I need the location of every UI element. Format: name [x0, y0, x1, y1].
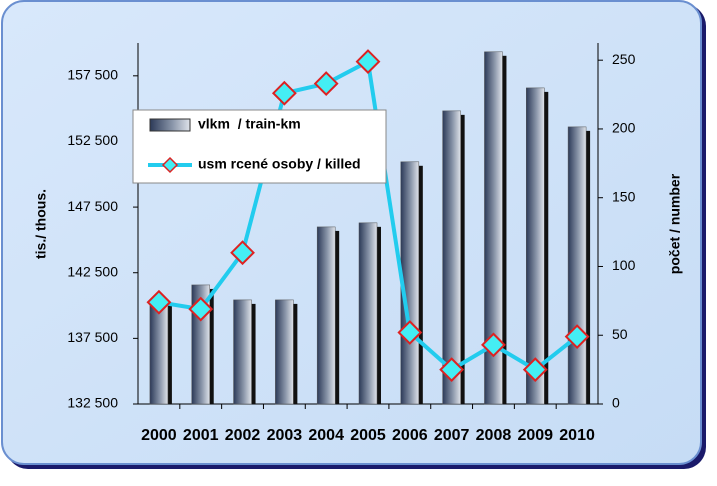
legend-label: vlkm / train-km: [198, 116, 301, 132]
y-tick-label: 147 500: [67, 198, 118, 214]
x-tick-label: 2009: [517, 427, 553, 444]
y2-tick-label: 50: [612, 326, 628, 342]
bar: [233, 299, 252, 405]
bar: [316, 226, 336, 405]
x-tick-label: 2010: [559, 427, 595, 444]
bar: [567, 126, 587, 405]
marker: [522, 357, 548, 383]
legend: vlkm / train-km usm rcené osoby / killed: [132, 109, 387, 184]
x-tick-label: 2007: [434, 427, 470, 444]
x-tick-label: 2005: [350, 427, 386, 444]
x-tick-label: 2003: [267, 427, 303, 444]
y-axis-title: tis./ thous.: [33, 189, 49, 259]
bar: [275, 299, 294, 405]
y2-axis-title: počet / number: [667, 173, 683, 274]
y-tick-label: 157 500: [67, 67, 118, 83]
y2-tick-label: 150: [612, 188, 636, 204]
y2-tick-label: 200: [612, 120, 636, 136]
marker: [271, 80, 297, 106]
y-tick-label: 142 500: [67, 263, 118, 279]
marker: [439, 357, 465, 383]
x-tick-label: 2004: [308, 427, 344, 444]
marker: [397, 320, 423, 345]
bar: [442, 110, 461, 405]
legend-marker: [161, 156, 179, 174]
y-tick-label: 137 500: [67, 329, 118, 345]
bar: [526, 87, 545, 405]
x-tick-label: 2008: [476, 427, 512, 444]
marker: [355, 49, 381, 74]
marker: [146, 289, 172, 315]
marker: [481, 332, 506, 358]
y2-tick-label: 250: [612, 51, 636, 67]
y2-tick-label: 100: [612, 257, 636, 273]
y2-tick-label: 0: [612, 395, 620, 411]
marker: [313, 71, 339, 96]
legend-label: usm rcené osoby / killed: [198, 156, 361, 172]
bar: [484, 51, 503, 405]
legend-swatch: [149, 118, 191, 132]
x-tick-label: 2002: [225, 427, 261, 444]
x-tick-label: 2006: [392, 427, 428, 444]
marker: [188, 296, 214, 322]
marker: [230, 240, 255, 266]
bar: [358, 222, 378, 405]
marker: [564, 324, 590, 350]
x-tick-label: 2001: [183, 427, 219, 444]
bar: [149, 300, 169, 405]
y-tick-label: 132 500: [67, 395, 118, 411]
y-tick-label: 152 500: [67, 132, 118, 148]
x-tick-label: 2000: [141, 427, 177, 444]
